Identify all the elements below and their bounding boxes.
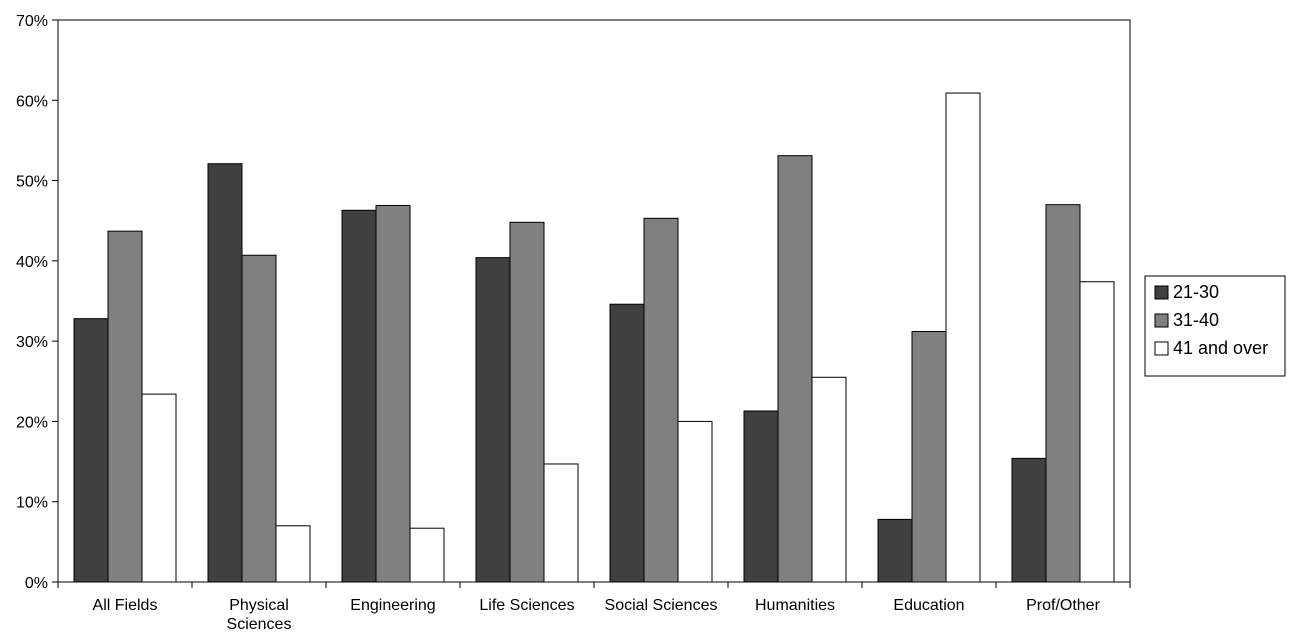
x-category-label: Education	[893, 597, 964, 614]
y-tick-label: 70%	[16, 13, 48, 30]
x-category-label: Physical	[229, 597, 289, 614]
x-category-label: Life Sciences	[479, 597, 574, 614]
legend-swatch	[1154, 313, 1169, 328]
bar-31-40	[643, 217, 679, 583]
bar-31-40	[107, 230, 143, 583]
bar-21-30	[1011, 457, 1047, 583]
bar-21-30	[475, 257, 511, 583]
x-category-label: Prof/Other	[1026, 597, 1100, 614]
x-category-label: All Fields	[93, 597, 158, 614]
bar-41-and-over	[677, 420, 713, 583]
bar-21-30	[609, 303, 645, 583]
y-tick-label: 0%	[25, 575, 48, 592]
x-category-label: Humanities	[755, 597, 835, 614]
bar-21-30	[73, 318, 109, 583]
bar-21-30	[877, 518, 913, 583]
legend-label: 41 and over	[1173, 338, 1268, 358]
bar-41-and-over	[811, 376, 847, 583]
x-category-label: Sciences	[227, 616, 292, 633]
x-category-label: Engineering	[350, 597, 435, 614]
y-tick-label: 30%	[16, 334, 48, 351]
y-tick-label: 40%	[16, 254, 48, 271]
legend-swatch	[1154, 341, 1169, 356]
bars	[73, 92, 1115, 583]
bar-41-and-over	[945, 92, 981, 583]
bar-21-30	[207, 163, 243, 583]
bar-41-and-over	[543, 463, 579, 583]
y-tick-label: 20%	[16, 414, 48, 431]
bar-31-40	[241, 254, 277, 583]
bar-31-40	[777, 155, 813, 583]
bar-21-30	[743, 410, 779, 583]
y-tick-label: 10%	[16, 495, 48, 512]
x-axis: All Fields Physical Sciences Engineering Lif…	[57, 582, 1131, 633]
bar-41-and-over	[141, 393, 177, 583]
legend-swatch	[1154, 285, 1169, 300]
bar-41-and-over	[409, 527, 445, 583]
bar-41-and-over	[275, 525, 311, 583]
legend: 21-30 31-40 41 and over	[1144, 275, 1286, 377]
legend-label: 21-30	[1173, 282, 1219, 302]
y-axis: 0% 10% 20% 30% 40% 50% 60% 70%	[16, 13, 58, 592]
bar-31-40	[911, 331, 947, 583]
bar-31-40	[509, 221, 545, 583]
x-category-label: Social Sciences	[605, 597, 718, 614]
bar-21-30	[341, 209, 377, 583]
y-tick-label: 50%	[16, 174, 48, 191]
bar-41-and-over	[1079, 281, 1115, 583]
y-tick-label: 60%	[16, 93, 48, 110]
legend-label: 31-40	[1173, 310, 1219, 330]
bar-31-40	[375, 204, 411, 583]
bar-31-40	[1045, 204, 1081, 583]
